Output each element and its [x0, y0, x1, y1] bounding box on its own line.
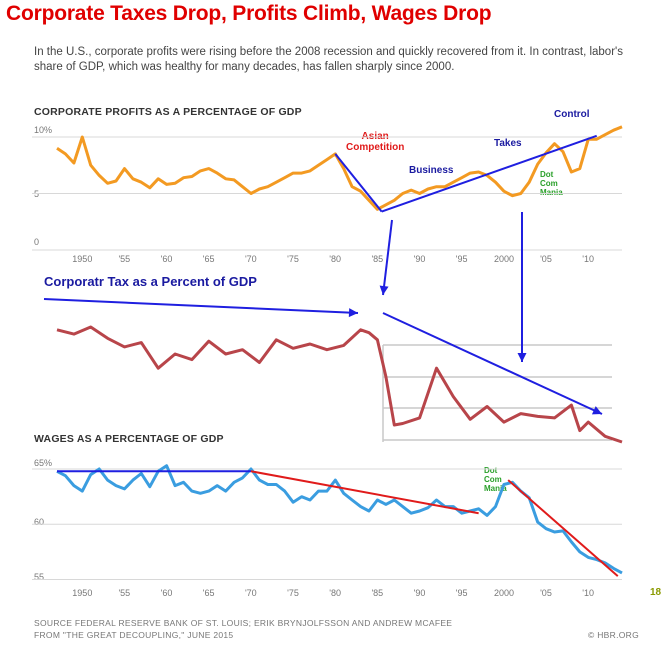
source-line-1: SOURCE FEDERAL RESERVE BANK OF ST. LOUIS… [34, 618, 453, 628]
profits-chart-title: CORPORATE PROFITS AS A PERCENTAGE OF GDP [34, 106, 302, 118]
wages-x-tick-label: '10 [582, 588, 594, 598]
source-line-2: FROM "THE GREAT DECOUPLING," JUNE 2015 [34, 630, 234, 640]
profits-y-tick-0: 0 [34, 237, 40, 247]
tax-trend-arrow-1-shaft [43, 298, 359, 314]
wages-x-tick-label: '60 [161, 588, 173, 598]
tax-chart-title: Corporatr Tax as a Percent of GDP [44, 274, 257, 289]
wages-line [56, 464, 623, 575]
profits-x-tick-label: '60 [161, 254, 173, 264]
profits-x-tick-label: 1950 [72, 254, 92, 264]
wages-x-tick-label: '65 [203, 588, 215, 598]
arrow-profits-to-tax-1-head [379, 285, 389, 295]
profits-x-tick-label: '65 [203, 254, 215, 264]
wages-x-tick-label: '85 [371, 588, 383, 598]
credit: © HBR.ORG [588, 630, 639, 640]
wages-x-tick-label: '95 [456, 588, 468, 598]
wages-y-tick-65: 65% [34, 458, 53, 468]
wages-x-tick-label: '80 [329, 588, 341, 598]
profits-line [56, 125, 623, 211]
tax-trend-arrow-1-head [348, 308, 358, 318]
profits-x-tick-label: 2000 [494, 254, 514, 264]
profits-x-tick-label: '75 [287, 254, 299, 264]
wages-y-tick-55: 55 [34, 572, 45, 582]
wages-x-tick-label: 1950 [72, 588, 92, 598]
wages-chart-title: WAGES AS A PERCENTAGE OF GDP [34, 433, 224, 445]
wages-x-tick-label: '55 [118, 588, 130, 598]
annotation-control: Control [554, 109, 590, 117]
wages-x-tick-label: '70 [245, 588, 257, 598]
annotation-dotcom-2: Dot Com Mania [484, 466, 507, 493]
wages-x-tick-label: '05 [540, 588, 552, 598]
profits-x-tick-label: '95 [456, 254, 468, 264]
wages-x-tick-label: '90 [414, 588, 426, 598]
tax-line [56, 325, 623, 444]
profits-y-tick-10: 10% [34, 125, 53, 135]
wages-x-tick-label: 2000 [494, 588, 514, 598]
arrow-profits-to-tax-2-head [517, 353, 527, 362]
headline: Corporate Taxes Drop, Profits Climb, Wag… [6, 2, 492, 25]
intro-text: In the U.S., corporate profits were risi… [34, 46, 623, 73]
page-number: 18 [650, 587, 662, 598]
profits-x-tick-label: '70 [245, 254, 257, 264]
profits-trend-business [381, 134, 598, 213]
wages-trend-red-1 [250, 470, 479, 515]
wages-trend-red-2 [507, 479, 619, 577]
profits-x-tick-label: '10 [582, 254, 594, 264]
wages-y-tick-60: 60 [34, 517, 45, 527]
annotation-dotcom-1: Dot Com Mania [540, 170, 563, 197]
profits-x-tick-label: '05 [540, 254, 552, 264]
annotation-takes: Takes [494, 138, 522, 149]
annotation-business: Business [409, 165, 454, 176]
profits-trend-asian [334, 153, 383, 213]
profits-x-tick-label: '85 [371, 254, 383, 264]
wages-x-tick-label: '75 [287, 588, 299, 598]
tax-trend-arrow-2-shaft [382, 312, 603, 415]
tax-trend-arrow-2-head [591, 406, 602, 415]
arrow-profits-to-tax-1-shaft [382, 219, 393, 296]
profits-y-tick-5: 5 [34, 189, 40, 199]
profits-x-tick-label: '90 [414, 254, 426, 264]
profits-x-tick-label: '80 [329, 254, 341, 264]
profits-x-tick-label: '55 [118, 254, 130, 264]
